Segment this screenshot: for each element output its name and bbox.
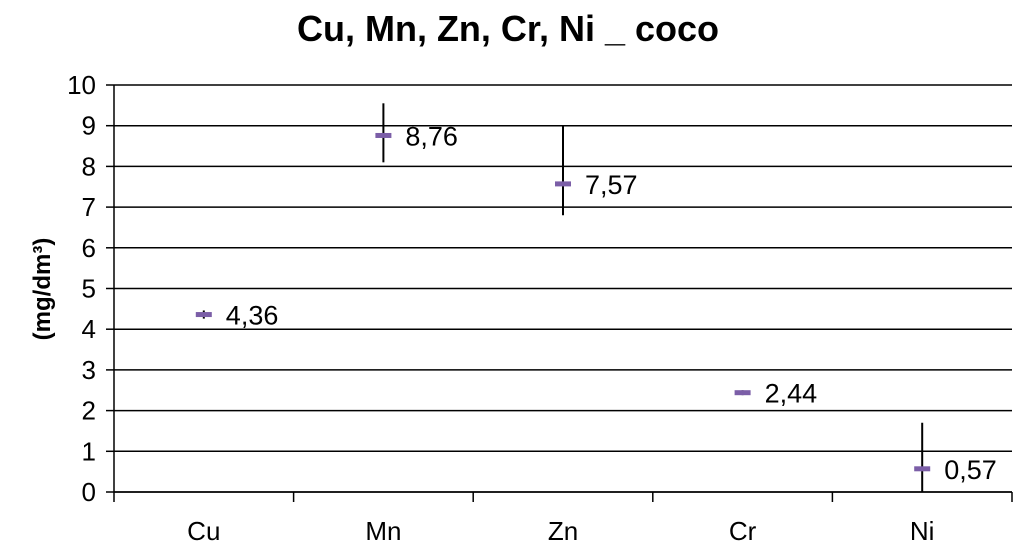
category-label: Cu [187,516,220,546]
category-label: Cr [729,516,757,546]
data-point [195,312,212,318]
y-tick-label: 5 [82,274,96,304]
y-tick-label: 0 [82,477,96,507]
y-tick-label: 9 [82,111,96,141]
category-label: Mn [365,516,401,546]
data-point [734,390,751,396]
data-marks: 4,36 8,76 7,57 2,44 0,57 [195,103,997,492]
y-tick-label: 2 [82,396,96,426]
y-tick-label: 1 [82,436,96,466]
data-label: 7,57 [585,170,638,200]
y-tick-label: 8 [82,151,96,181]
gridlines [106,84,1012,493]
y-tick-labels: 0 1 2 3 4 5 6 7 8 9 10 [67,70,96,507]
data-point [914,466,931,472]
data-label: 2,44 [765,379,818,409]
data-label: 8,76 [405,121,458,151]
y-tick-label: 6 [82,233,96,263]
category-label: Zn [548,516,578,546]
y-tick-label: 7 [82,192,96,222]
axes [113,85,1013,502]
category-labels: Cu Mn Zn Cr Ni [187,516,934,546]
category-label: Ni [910,516,935,546]
y-axis-label: (mg/dm³) [29,238,56,341]
data-point [375,132,392,138]
y-tick-label: 10 [67,70,96,100]
y-tick-label: 4 [82,314,96,344]
data-label: 4,36 [226,301,279,331]
chart-title: Cu, Mn, Zn, Cr, Ni _ coco [296,8,720,49]
data-point [555,181,571,187]
data-label: 0,57 [944,455,997,485]
y-tick-label: 3 [82,355,96,385]
